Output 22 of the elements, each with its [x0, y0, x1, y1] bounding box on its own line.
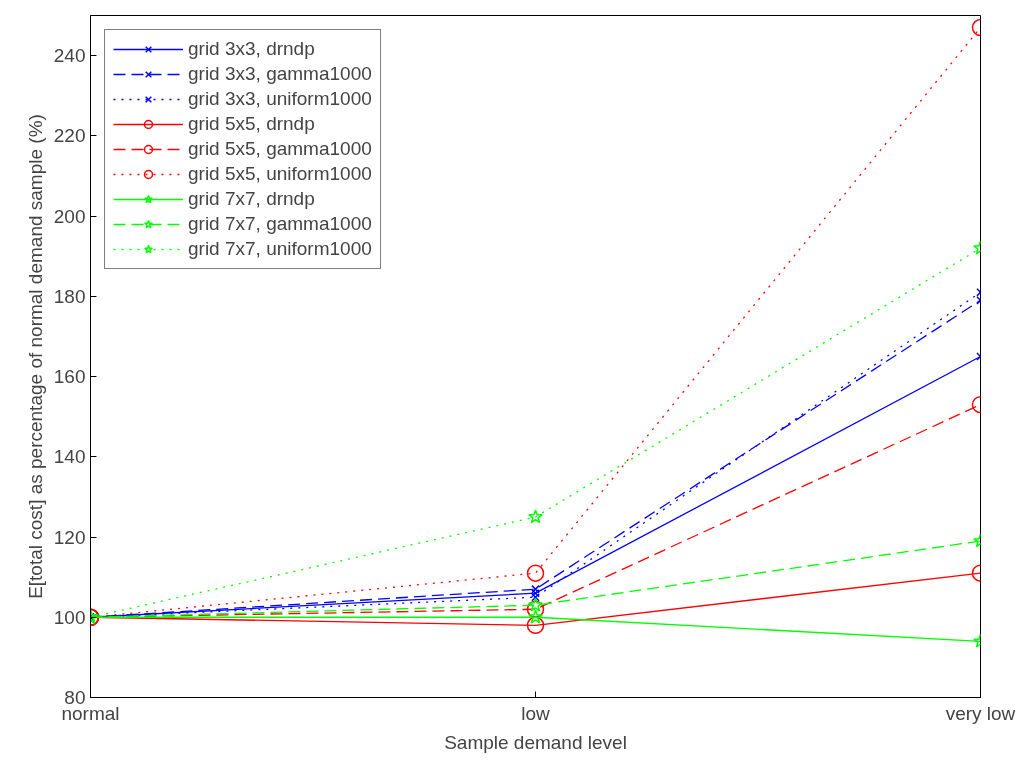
y-tick-label: 120	[53, 526, 86, 548]
y-tick-label: 240	[53, 45, 86, 67]
legend-label: grid 7x7, uniform1000	[188, 238, 372, 260]
y-tick-label: 80	[64, 687, 86, 708]
x-tick-label: low	[521, 702, 551, 724]
y-tick-label: 180	[53, 285, 86, 307]
y-axis-title: E[total cost] as percentage of normal demand sample (%)	[24, 114, 46, 599]
y-tick-label: 160	[53, 366, 86, 388]
y-tick-label: 200	[53, 205, 86, 227]
x-tick-label: very low	[945, 702, 1016, 724]
y-tick-label: 100	[53, 606, 86, 628]
legend-label: grid 5x5, gamma1000	[188, 138, 372, 160]
legend-label: grid 3x3, drndp	[188, 38, 315, 60]
legend-label: grid 5x5, uniform1000	[188, 163, 372, 185]
x-axis-title: Sample demand level	[444, 731, 627, 753]
legend-label: grid 3x3, uniform1000	[188, 88, 372, 110]
legend-label: grid 3x3, gamma1000	[188, 63, 372, 85]
y-tick-label: 220	[53, 125, 86, 147]
legend-label: grid 7x7, drndp	[188, 188, 315, 210]
legend-label: grid 5x5, drndp	[188, 113, 315, 135]
legend-label: grid 7x7, gamma1000	[188, 213, 372, 235]
y-tick-label: 140	[53, 446, 86, 468]
